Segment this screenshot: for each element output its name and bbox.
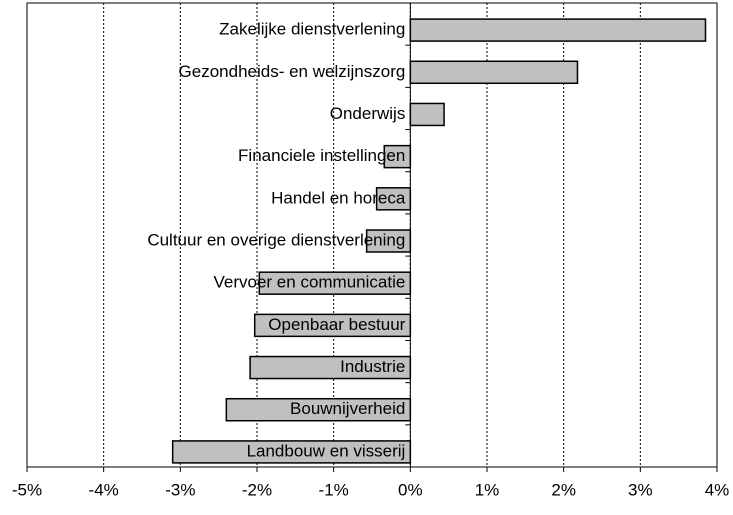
bar (249, 355, 412, 380)
bar (253, 313, 412, 338)
bar (171, 440, 412, 464)
category-label: Handel en horeca (271, 188, 406, 207)
category-label: Zakelijke dienstverlening (219, 20, 405, 39)
category-label: Openbaar bestuur (268, 315, 405, 334)
x-tick-label: -3% (165, 480, 195, 499)
category-label: Gezondheids- en welzijnszorg (179, 62, 406, 81)
category-label: Bouwnijverheid (290, 399, 405, 418)
x-tick-label: -4% (89, 480, 119, 499)
category-label: Vervoer en communicatie (214, 273, 406, 292)
x-tick-label: -2% (242, 480, 272, 499)
category-label: Industrie (340, 357, 405, 376)
x-tick-label: 1% (475, 480, 500, 499)
bar (409, 60, 579, 85)
bar (383, 144, 412, 169)
x-tick-label: 2% (551, 480, 576, 499)
x-tick-label: 4% (705, 480, 730, 499)
bar (409, 102, 445, 127)
x-tick-label: -1% (319, 480, 349, 499)
x-tick-label: 3% (628, 480, 653, 499)
category-label: Financiele instellingen (238, 146, 405, 165)
bar (375, 187, 412, 211)
bar (258, 271, 412, 295)
x-tick-label: -5% (12, 480, 42, 499)
bar (225, 397, 412, 422)
bar (409, 18, 707, 42)
category-label: Landbouw en visserij (247, 441, 406, 460)
category-label: Onderwijs (330, 104, 406, 123)
category-label: Cultuur en overige dienstverlening (147, 230, 405, 249)
bar (365, 229, 412, 253)
x-tick-label: 0% (398, 480, 423, 499)
